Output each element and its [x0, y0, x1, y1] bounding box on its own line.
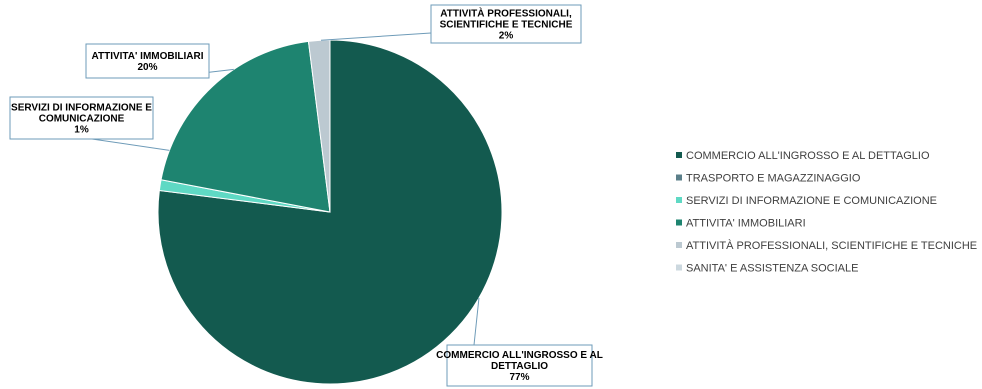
legend-swatch-servizi-di-informazione-e-comunicazione: [676, 197, 682, 203]
legend-label-attivita-professionali-scientifiche-e-tecniche: ATTIVITÀ PROFESSIONALI, SCIENTIFICHE E T…: [686, 239, 977, 252]
data-label-commercio-all-ingrosso-e-al-dettaglio-line-2: DETTAGLIO: [491, 361, 548, 372]
data-label-attivita-immobiliari-line-1: ATTIVITA' IMMOBILIARI: [92, 51, 204, 62]
legend-label-servizi-di-informazione-e-comunicazione: SERVIZI DI INFORMAZIONE E COMUNICAZIONE: [686, 195, 937, 207]
data-label-commercio-all-ingrosso-e-al-dettaglio-line-1: COMMERCIO ALL'INGROSSO E AL: [436, 350, 603, 361]
data-label-attivita-professionali-scientifiche-e-tecniche-line-2: SCIENTIFICHE E TECNICHE: [440, 20, 573, 31]
legend: COMMERCIO ALL'INGROSSO E AL DETTAGLIO TRA…: [676, 150, 977, 275]
data-label-box-servizi-di-informazione-e-comunicazione: [9, 96, 154, 140]
data-label-servizi-di-informazione-e-comunicazione-line-2: COMUNICAZIONE: [39, 114, 125, 125]
legend-swatch-trasporto-e-magazzinaggio: [676, 174, 682, 181]
legend-label-commercio-all-ingrosso-e-al-dettaglio: COMMERCIO ALL'INGROSSO E AL DETTAGLIO: [686, 150, 930, 162]
data-label-box-attivita-immobiliari: [85, 43, 210, 79]
legend-swatch-attivita-professionali-scientifiche-e-tecniche: [676, 242, 682, 248]
legend-label-trasporto-e-magazzinaggio: TRASPORTO E MAGAZZINAGGIO: [686, 173, 861, 185]
legend-label-sanita-e-assistenza-sociale: SANITA' E ASSISTENZA SOCIALE: [686, 263, 858, 275]
data-label-box-commercio-all-ingrosso-e-al-dettaglio: [446, 344, 593, 387]
legend-swatch-sanita-e-assistenza-sociale: [676, 264, 682, 271]
leader-line-attivita-professionali-scientifiche-e-tecniche: [320, 32, 432, 41]
leader-line-servizi-di-informazione-e-comunicazione: [91, 138, 170, 151]
data-label-box-attivita-professionali-scientifiche-e-tecniche: [430, 4, 582, 44]
data-label-attivita-immobiliari-line-2: 20%: [137, 62, 157, 73]
data-label-attivita-professionali-scientifiche-e-tecniche-line-1: ATTIVITÀ PROFESSIONALI,: [440, 7, 572, 20]
data-label-commercio-all-ingrosso-e-al-dettaglio-line-3: 77%: [509, 372, 529, 383]
data-label-attivita-professionali-scientifiche-e-tecniche-line-3: 2%: [499, 31, 514, 42]
pie-slice-attivita-immobiliari: [160, 40, 331, 213]
legend-swatch-commercio-all-ingrosso-e-al-dettaglio: [676, 152, 682, 158]
legend-label-attivita-immobiliari: ATTIVITA' IMMOBILIARI: [686, 218, 806, 230]
pie-slices: [157, 39, 503, 385]
data-label-servizi-di-informazione-e-comunicazione-line-1: SERVIZI DI INFORMAZIONE E: [11, 103, 152, 114]
leader-line-commercio-all-ingrosso-e-al-dettaglio: [473, 297, 480, 346]
legend-swatch-attivita-immobiliari: [676, 219, 682, 226]
data-label-servizi-di-informazione-e-comunicazione-line-3: 1%: [74, 125, 89, 136]
